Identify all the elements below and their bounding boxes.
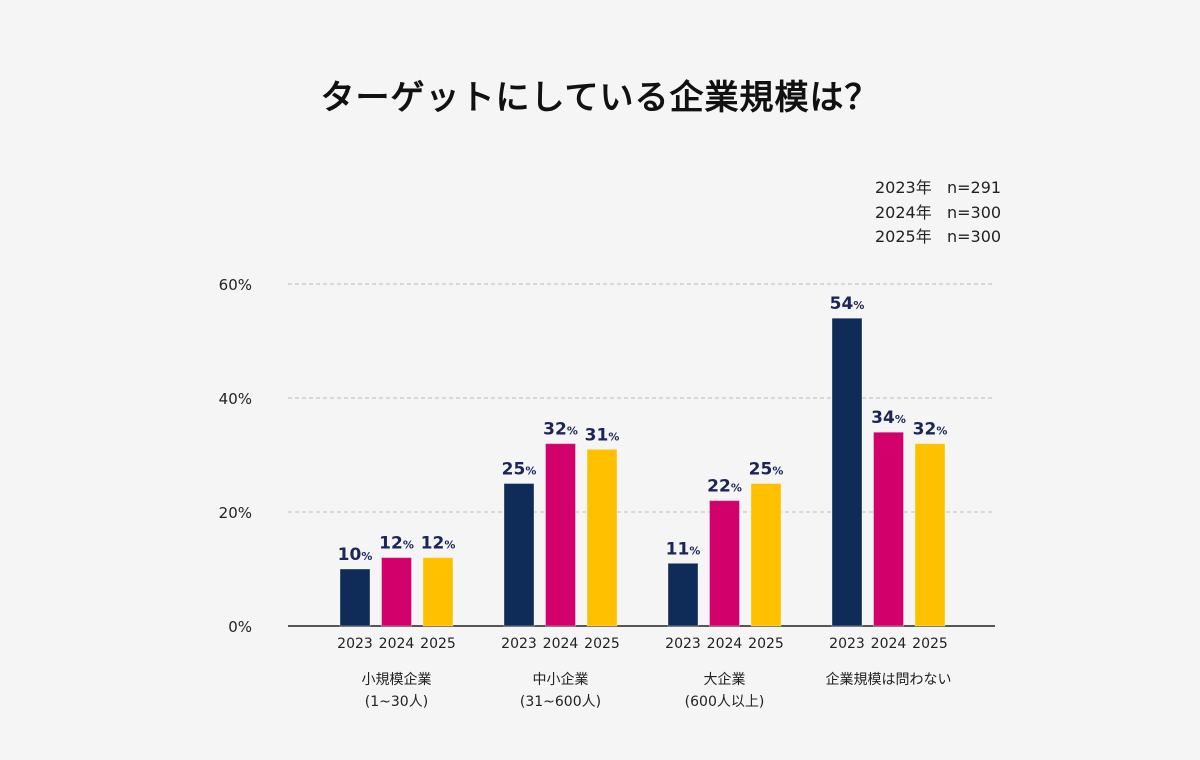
bar-2024	[381, 557, 412, 627]
x-tick-label: 2024	[543, 636, 579, 652]
legend-row: 2024年 n=300	[875, 201, 1001, 226]
x-tick-label: 2025	[912, 636, 948, 652]
x-tick-label: 2023	[337, 636, 373, 652]
y-tick-label: 20%	[219, 504, 252, 522]
bar-2024	[709, 500, 740, 627]
x-tick-label: 2025	[420, 636, 456, 652]
category-label: (600人以上)	[685, 694, 765, 710]
data-label: 11%	[666, 539, 701, 559]
x-tick-label: 2025	[584, 636, 620, 652]
data-label: 54%	[830, 294, 865, 314]
data-label: 12%	[379, 534, 414, 554]
sample-size-legend: 2023年 n=291 2024年 n=300 2025年 n=300	[875, 176, 1001, 250]
legend-n: n=300	[947, 227, 1002, 246]
data-label: 32%	[913, 420, 948, 440]
x-tick-label: 2024	[871, 636, 907, 652]
bar-2025	[914, 443, 946, 627]
bar-2023	[503, 483, 535, 627]
data-label: 22%	[707, 477, 742, 497]
category-label: 中小企業	[533, 671, 589, 688]
y-tick-label: 40%	[219, 390, 252, 408]
bar-2025	[750, 483, 782, 627]
x-tick-label: 2025	[748, 636, 784, 652]
legend-year: 2025年	[875, 227, 932, 246]
y-tick-label: 0%	[228, 618, 252, 636]
legend-n: n=291	[947, 178, 1002, 197]
data-label: 25%	[749, 460, 784, 480]
bar-2024	[873, 431, 904, 627]
bar-2023	[667, 562, 699, 627]
bar-2025	[422, 557, 454, 627]
y-tick-label: 60%	[219, 276, 252, 294]
data-label: 34%	[871, 408, 906, 428]
legend-row: 2023年 n=291	[875, 176, 1001, 201]
data-label: 12%	[421, 534, 456, 554]
legend-row: 2025年 n=300	[875, 225, 1001, 250]
legend-year: 2023年	[875, 178, 932, 197]
x-tick-label: 2024	[707, 636, 743, 652]
bar-2023	[339, 568, 371, 627]
bar-2023	[831, 317, 863, 627]
category-label: 企業規模は問わない	[826, 671, 952, 688]
data-label: 31%	[585, 425, 620, 445]
category-label: (1~30人)	[365, 694, 428, 710]
category-label: 小規模企業	[362, 671, 432, 688]
x-tick-label: 2023	[665, 636, 701, 652]
chart-title: ターゲットにしている企業規模は？	[320, 78, 880, 118]
data-label: 10%	[338, 545, 373, 565]
x-tick-label: 2024	[379, 636, 415, 652]
category-label: 大企業	[704, 671, 746, 688]
x-tick-label: 2023	[829, 636, 865, 652]
legend-n: n=300	[947, 202, 1002, 222]
bar-2024	[545, 443, 576, 627]
data-label: 25%	[502, 460, 537, 480]
bar-2025	[586, 448, 618, 627]
data-label: 32%	[543, 420, 578, 440]
legend-year: 2024年	[875, 202, 932, 222]
x-tick-label: 2023	[501, 636, 537, 652]
category-label: (31~600人)	[520, 694, 601, 710]
